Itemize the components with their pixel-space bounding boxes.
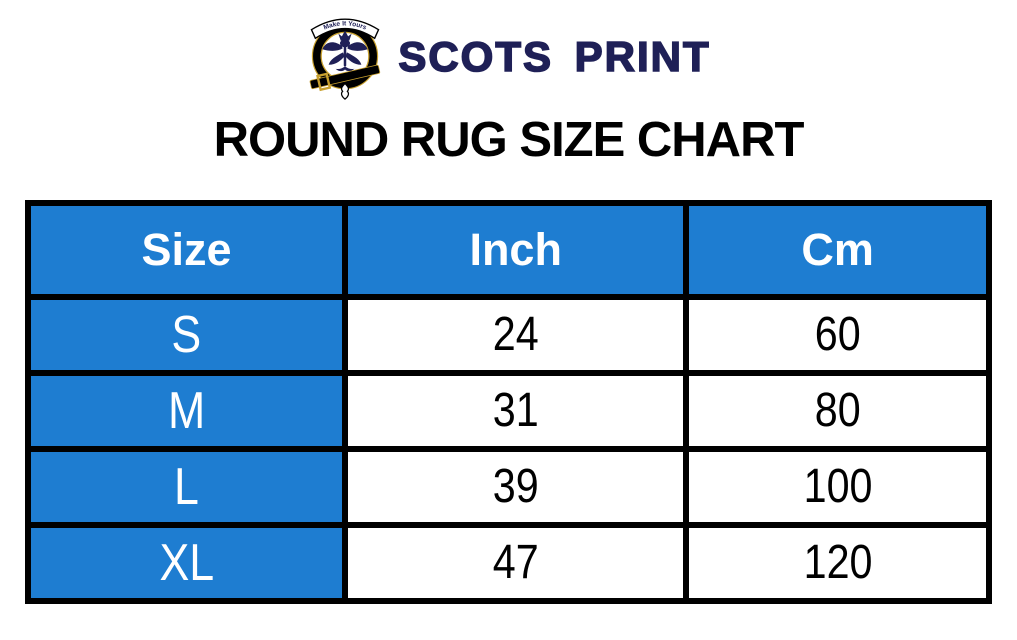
scots-print-logo-icon: Make It Yours [309,18,381,100]
table-row-xl: XL 47 120 [24,521,992,604]
inch-value: 39 [492,460,539,514]
size-cell: XL [24,521,349,604]
column-header-cm-label: Cm [801,223,874,275]
page-title: ROUND RUG SIZE CHART [213,113,805,167]
size-value: S [171,305,202,364]
table-row-l: L 39 100 [24,445,992,528]
inch-cell: 31 [342,369,690,452]
column-header-inch: Inch [342,199,690,300]
size-value: L [174,457,199,516]
cm-value: 120 [803,536,873,590]
tagline-text: Make It Yours [323,20,368,31]
cm-value: 80 [814,384,861,438]
inch-cell: 39 [342,445,690,528]
inch-cell: 24 [342,293,690,376]
brand-name: SCOTS PRINT [398,33,711,80]
cm-cell: 100 [683,445,992,528]
cm-value: 60 [814,308,861,362]
svg-text:Make It Yours: Make It Yours [323,20,368,31]
cm-cell: 80 [683,369,992,452]
header-row: Size Inch Cm [24,199,992,300]
table-row-m: M 31 80 [24,369,992,452]
cm-cell: 60 [683,293,992,376]
cm-value: 100 [803,460,873,514]
column-header-cm: Cm [683,199,992,300]
size-cell: M [24,369,349,452]
tagline-banner: Make It Yours [310,18,380,40]
inch-cell: 47 [342,521,690,604]
size-value: M [167,381,206,440]
belt-buckle [309,64,381,92]
table-row-s: S 24 60 [24,293,992,376]
column-header-size-label: Size [141,223,232,275]
strap-tail [341,82,350,100]
thistle-icon [322,30,368,72]
inch-value: 24 [492,308,539,362]
column-header-size: Size [24,199,349,300]
cm-cell: 120 [683,521,992,604]
size-cell: S [24,293,349,376]
size-chart-table: Size Inch Cm S 24 60 M 31 80 L 39 100 [24,199,992,604]
inch-value: 47 [492,536,539,590]
inch-value: 31 [492,384,539,438]
size-cell: L [24,445,349,528]
column-header-inch-label: Inch [469,223,562,275]
brand-header: Make It Yours SCOTS PRINT [0,0,1017,104]
size-value: XL [159,533,214,592]
